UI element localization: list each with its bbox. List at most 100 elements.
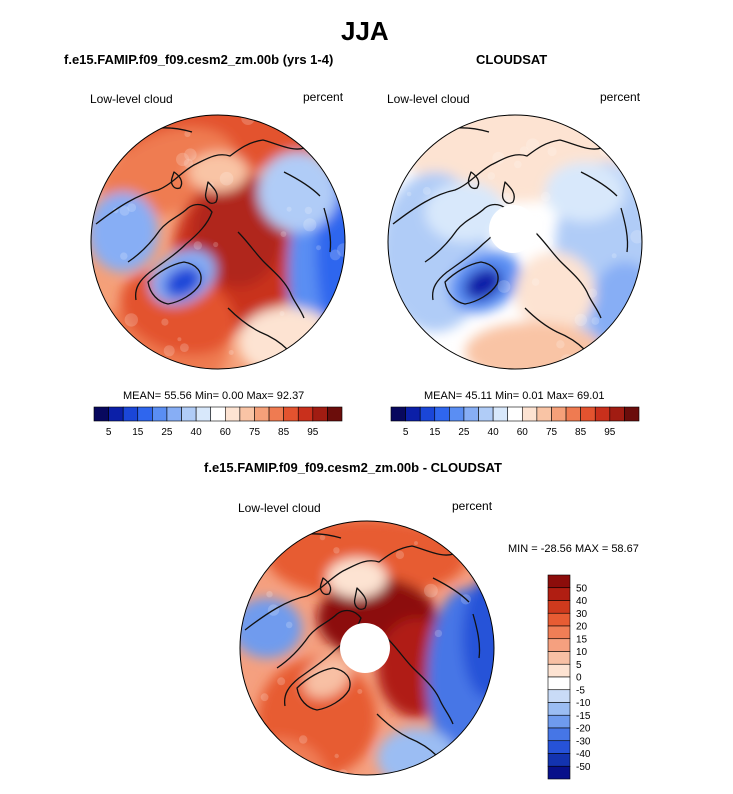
panel1-colorbar-box	[210, 406, 226, 422]
panel2-texture-spot	[587, 168, 598, 179]
panel3-texture-spot	[330, 557, 335, 562]
panel3-colorbar-tick: -5	[576, 685, 585, 696]
panel3-units-label: percent	[452, 499, 493, 513]
panel3-colorbar-box	[547, 638, 571, 652]
panel3-colorbar-tick: 30	[576, 609, 588, 620]
panel1-coastline	[127, 203, 213, 301]
panel3-texture-spot	[370, 764, 375, 769]
panel3-contour-region	[267, 521, 467, 598]
panel1-texture-spot	[203, 355, 215, 367]
panel3-texture-spot	[294, 547, 308, 561]
panel2-texture-spot	[615, 263, 622, 270]
panel1-colorbar-box	[283, 406, 299, 422]
panel3-colorbar-box	[547, 727, 571, 742]
panel3-texture-spot	[277, 677, 286, 686]
panel3-colorbar-tick: 10	[576, 647, 588, 658]
panel3-texture-spot	[446, 737, 452, 743]
panel3-colorbar-box	[547, 612, 571, 627]
panel3-texture-spot	[473, 702, 486, 715]
panel2-texture-spot	[574, 313, 587, 327]
panel1-colorbar-tick: 25	[161, 427, 173, 438]
panel1-colorbar-box	[297, 406, 314, 422]
panel3-contour-region	[240, 598, 302, 658]
panel1-colorbar-tick: 85	[278, 427, 290, 438]
panel3-colorbar-tick: -30	[576, 736, 591, 747]
panel3-texture-spot	[424, 583, 438, 598]
panel2-variable-label: Low-level cloud	[387, 92, 470, 106]
panel1-texture-spot	[228, 350, 234, 355]
panel1-contour-region	[238, 307, 338, 369]
panel2-texture-spot	[503, 192, 511, 200]
panel3-texture-spot	[285, 621, 293, 629]
panel2-colorbar-tick: 25	[458, 427, 470, 438]
panel3-texture-spot	[469, 740, 479, 749]
panel1-texture-spot	[120, 252, 128, 260]
panel3-stats: MIN = -28.56 MAX = 58.67	[508, 543, 639, 555]
panel3-texture-spot	[441, 559, 448, 566]
panel3-colorbar-box	[547, 587, 571, 601]
panel3-texture-spot	[396, 679, 406, 689]
panel1-coastline	[170, 171, 183, 190]
panel2-texture-spot	[630, 230, 642, 244]
panel3-coastline	[244, 545, 454, 631]
panel1-colorbar-box	[268, 406, 284, 422]
panel2-contour-region	[465, 322, 605, 369]
panel2-contour-region	[545, 162, 625, 222]
panel1-texture-spot	[94, 119, 106, 131]
panel1-colorbar-box	[254, 406, 270, 422]
panel2-texture-spot	[497, 280, 511, 293]
panel1-contour-region	[164, 266, 202, 298]
panel1-texture-spot	[321, 147, 328, 153]
panel3-colorbar-box	[547, 753, 571, 767]
panel3-colorbar-box	[547, 689, 571, 703]
panel1-texture-spot	[301, 359, 314, 372]
panel2-texture-spot	[563, 203, 568, 208]
panel2-texture-spot	[399, 316, 409, 326]
panel3-colorbar-box	[547, 651, 571, 665]
panel2-coastline	[444, 261, 499, 305]
panel1-texture-spot	[161, 318, 169, 326]
panel1-units-label: percent	[303, 90, 344, 104]
panel3-texture-spot	[269, 667, 275, 673]
panel2-coastline	[580, 171, 618, 197]
panel2-stats: MEAN= 45.11 Min= 0.01 Max= 69.01	[424, 390, 605, 402]
panel1-texture-spot	[286, 206, 292, 212]
panel3-colorbar-tick: 0	[576, 673, 582, 684]
panel1-texture-spot	[84, 225, 91, 232]
panel3-texture-spot	[245, 558, 259, 572]
panel1-texture-spot	[127, 203, 137, 212]
panel3-texture-spot	[240, 736, 244, 751]
panel2-map-border	[387, 114, 643, 370]
panel3-coastline	[276, 609, 362, 707]
panel2-colorbar-box	[434, 406, 450, 422]
panel1-texture-spot	[176, 152, 190, 166]
panel2-texture-spot	[599, 145, 611, 157]
panel1-texture-spot	[301, 115, 312, 124]
panel1-texture-spot	[336, 243, 345, 257]
panel3-colorbar-tick: -20	[576, 724, 591, 735]
panel2-texture-spot	[450, 116, 461, 127]
panel1-texture-spot	[303, 218, 317, 232]
panel1-texture-spot	[316, 245, 322, 251]
panel3-texture-spot	[360, 769, 369, 778]
panel1-texture-spot	[213, 241, 219, 248]
panel2-texture-spot	[503, 140, 508, 145]
panel1-texture-spot	[134, 129, 144, 139]
panel3-colorbar-box	[547, 600, 571, 614]
panel2-colorbar-box	[594, 406, 611, 422]
panel3-texture-spot	[403, 614, 415, 626]
panel1-colorbar-tick: 95	[307, 427, 319, 438]
panel3-texture-spot	[411, 707, 423, 719]
panel1-colorbar-box	[122, 406, 139, 422]
panel2-colorbar-tick: 15	[429, 427, 441, 438]
panel3-coastline	[319, 577, 332, 596]
panel2-colorbar-box	[478, 406, 494, 422]
panel1-texture-spot	[86, 115, 90, 119]
panel2-texture-spot	[473, 305, 483, 315]
panel3-texture-spot	[410, 552, 421, 563]
panel1-field	[84, 115, 345, 372]
panel1-texture-spot	[219, 171, 234, 186]
panel2-texture-spot	[591, 317, 600, 325]
panel2-texture-spot	[388, 115, 389, 123]
figure-title: JJA	[341, 16, 389, 46]
